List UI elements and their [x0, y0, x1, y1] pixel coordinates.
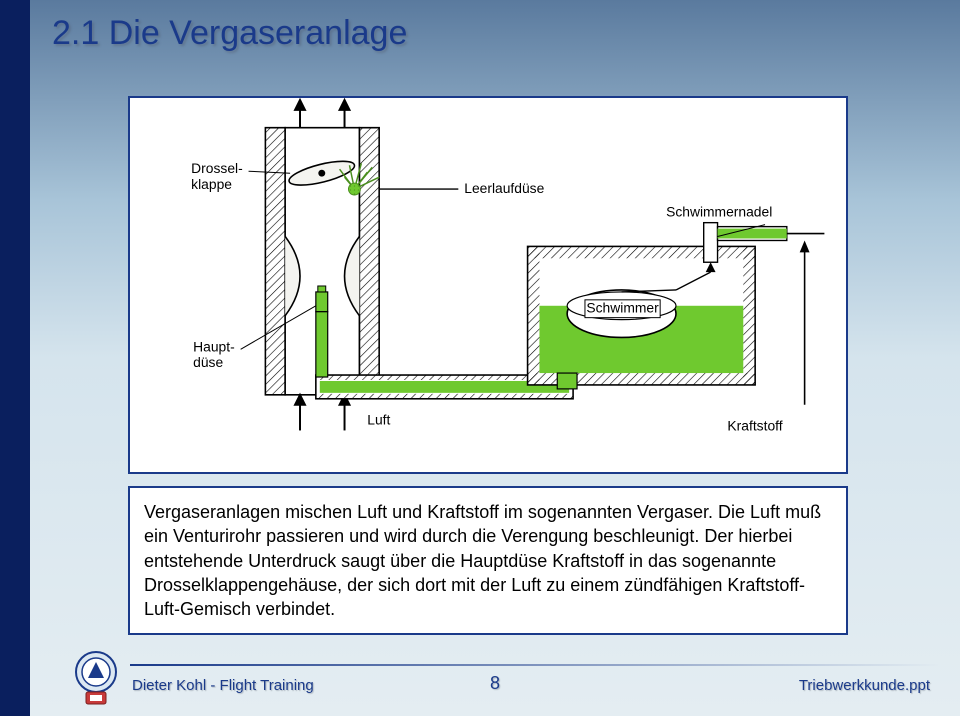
- carburetor-diagram: Schwimmer: [128, 96, 848, 474]
- page-title: 2.1 Die Vergaseranlage: [52, 14, 407, 53]
- mixture-arrows: [295, 100, 349, 128]
- label-leerlaufduese: Leerlaufdüse: [464, 180, 544, 196]
- float-chamber: Schwimmer: [528, 223, 825, 405]
- slide-content: 2.1 Die Vergaseranlage: [30, 0, 960, 716]
- label-schwimmer: Schwimmer: [586, 300, 659, 316]
- label-luft: Luft: [367, 412, 390, 428]
- label-kraftstoff: Kraftstoff: [727, 417, 782, 433]
- air-intake-arrows: [295, 395, 349, 431]
- label-hauptduese: Haupt-düse: [193, 338, 235, 370]
- left-accent-bar: [0, 0, 30, 716]
- label-drosselklappe: Drossel-klappe: [191, 160, 243, 192]
- label-schwimmernadel: Schwimmernadel: [666, 204, 772, 220]
- body-text: Vergaseranlagen mischen Luft und Kraftst…: [144, 502, 821, 619]
- carburetor-svg: Schwimmer: [130, 98, 846, 472]
- float: Schwimmer: [567, 290, 676, 337]
- body-text-box: Vergaseranlagen mischen Luft und Kraftst…: [128, 486, 848, 635]
- footer-divider: [130, 664, 940, 666]
- footer-filename: Triebwerkkunde.ppt: [799, 677, 930, 694]
